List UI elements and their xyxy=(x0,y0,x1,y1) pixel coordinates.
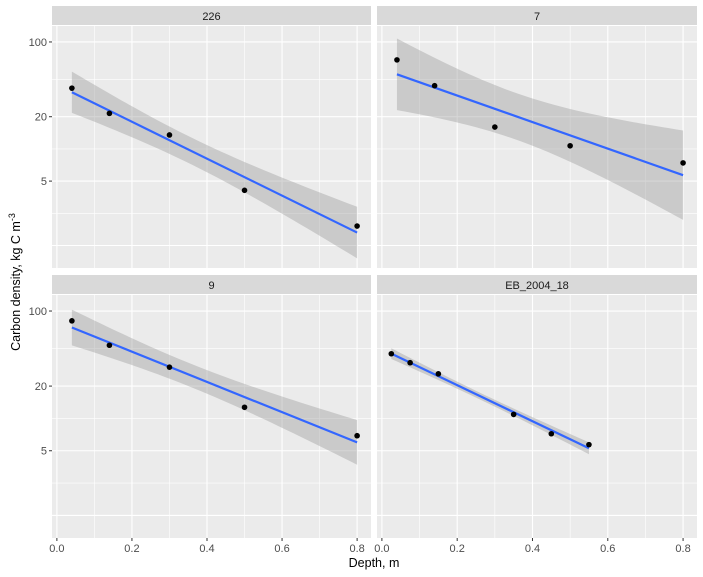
facet-strip xyxy=(52,6,371,25)
facet-strip-label: EB_2004_18 xyxy=(505,280,569,292)
facet-strip xyxy=(377,6,697,25)
x-tick-label: 0.4 xyxy=(525,543,540,555)
facet-panel-9: 9 100 20 5 0.0 0.2 0.4 0.6 0.8 xyxy=(29,275,371,555)
y-tick-label: 20 xyxy=(35,381,47,393)
panel-background xyxy=(52,26,371,268)
data-point xyxy=(354,432,360,439)
x-tick-label: 0.2 xyxy=(124,543,139,555)
data-point xyxy=(106,342,113,349)
data-point xyxy=(106,110,113,117)
data-point xyxy=(69,85,75,91)
facet-strip-label: 7 xyxy=(534,11,540,23)
x-tick-label: 0.6 xyxy=(600,543,615,555)
x-tick-label: 0.0 xyxy=(49,543,64,555)
data-point xyxy=(241,404,248,411)
data-point xyxy=(241,187,248,194)
y-axis-title-superscript: -3 xyxy=(7,213,17,221)
data-point xyxy=(680,160,686,166)
data-point xyxy=(166,364,173,370)
data-point xyxy=(69,318,75,324)
data-point xyxy=(431,82,438,89)
facet-panel-7: 7 xyxy=(377,6,697,268)
confidence-band xyxy=(71,309,358,465)
y-axis-title: Carbon density, kg C m-3 xyxy=(7,213,23,351)
data-point xyxy=(166,132,173,138)
data-point xyxy=(394,57,400,63)
facet-panel-226: 226 100 20 5 xyxy=(29,6,371,268)
facet-strip xyxy=(52,275,371,294)
data-point xyxy=(388,350,395,357)
fit-line xyxy=(390,352,590,450)
x-tick-label: 0.0 xyxy=(374,543,389,555)
x-tick-label: 0.4 xyxy=(199,543,214,555)
y-axis-title-main: Carbon density, kg C m xyxy=(9,221,23,351)
confidence-band xyxy=(396,38,684,220)
data-point xyxy=(567,142,573,149)
y-tick-label: 100 xyxy=(29,37,47,49)
y-tick-label: 100 xyxy=(29,306,47,318)
facet-panel-EB_2004_18: EB_2004_18 0.0 0.2 0.4 0.6 0.8 xyxy=(374,275,697,555)
y-tick-label: 5 xyxy=(41,446,47,458)
facet-strip-label: 226 xyxy=(202,11,220,23)
data-point xyxy=(510,411,517,418)
data-point xyxy=(492,124,498,130)
panel-background xyxy=(52,295,371,538)
confidence-band xyxy=(71,71,358,259)
facet-strip xyxy=(377,275,697,294)
facet-strip-label: 9 xyxy=(208,280,214,292)
data-point xyxy=(586,441,592,448)
y-tick-label: 20 xyxy=(35,112,47,124)
fit-line xyxy=(71,326,358,444)
x-tick-label: 0.2 xyxy=(450,543,465,555)
fit-line xyxy=(71,91,358,234)
x-tick-label: 0.6 xyxy=(274,543,289,555)
x-axis-title: Depth, m xyxy=(349,556,400,570)
data-point xyxy=(354,223,360,229)
panel-background xyxy=(377,295,697,538)
x-tick-label: 0.8 xyxy=(675,543,690,555)
panel-background xyxy=(377,26,697,268)
x-tick-label: 0.8 xyxy=(349,543,364,555)
data-point xyxy=(548,430,555,437)
y-tick-label: 5 xyxy=(41,176,47,188)
data-point xyxy=(407,359,413,366)
data-point xyxy=(435,371,442,377)
fit-line xyxy=(396,73,684,177)
